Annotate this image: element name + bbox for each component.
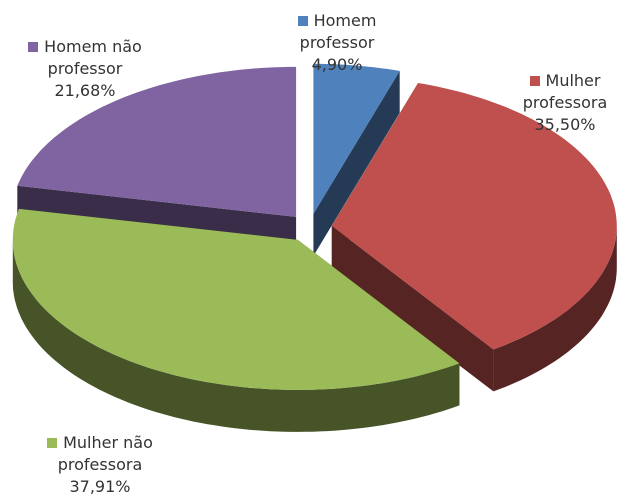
slice-edge xyxy=(313,70,400,256)
slice-label: Mulher não professora 37,91% xyxy=(5,432,195,498)
slice-label: Homem professor 4,90% xyxy=(262,10,412,76)
value-label: 4,90% xyxy=(311,55,363,74)
slice-rim xyxy=(493,225,617,392)
slice-edge xyxy=(331,225,494,392)
value-label: 21,68% xyxy=(54,81,116,100)
value-label: 37,91% xyxy=(69,477,131,496)
slice xyxy=(12,208,460,390)
value-label: 35,50% xyxy=(534,115,596,134)
slice xyxy=(331,83,617,350)
slice-rim xyxy=(12,239,460,432)
legend-marker xyxy=(529,76,540,86)
category-name: Homem professor xyxy=(299,11,377,52)
category-name: Homem não professor xyxy=(44,37,142,78)
legend-marker xyxy=(297,16,308,26)
slice xyxy=(313,63,400,214)
slice-label: Homem não professor 21,68% xyxy=(5,36,165,102)
category-name: Mulher não professora xyxy=(57,433,153,474)
pie-tops xyxy=(12,63,617,390)
legend-marker xyxy=(28,42,39,52)
slice-side xyxy=(313,70,400,256)
slice-label: Mulher professora 35,50% xyxy=(490,70,640,136)
slice xyxy=(17,66,297,217)
legend-marker xyxy=(47,438,58,448)
category-name: Mulher professora xyxy=(522,71,608,112)
